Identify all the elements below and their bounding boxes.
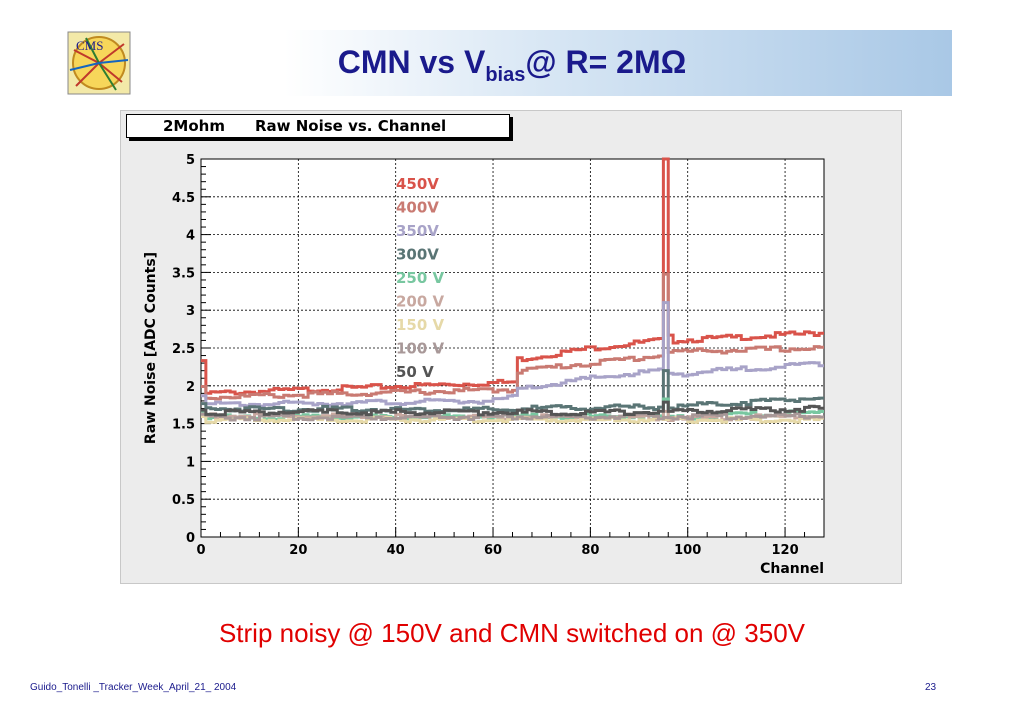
series-line-100v [201,412,824,422]
slide-caption: Strip noisy @ 150V and CMN switched on @… [218,618,806,648]
footer-author: Guido_Tonelli _Tracker_Week_April_21_ 20… [30,682,237,693]
legend-entry: 350V [396,222,439,240]
cms-logo-icon: CMS [67,31,131,95]
y-tick-label: 2 [186,380,195,395]
legend-entry: 400V [396,199,439,217]
series-line-450v [201,157,824,396]
legend-entry: 300V [396,246,439,264]
legend-entry: 50 V [396,363,434,381]
plot-canvas: 0 20 40 60 80 100 120 0 0.5 1 1.5 2 2.5 3 3.5 4 4.5 5 Chan… [120,110,902,584]
y-tick-label: 1 [186,455,195,470]
slide-title: CMN vs Vbias@ R= 2MΩ [0,44,1024,87]
x-tick-label: 100 [674,543,701,558]
legend-entry: 200 V [396,293,445,311]
y-tick-label: 0 [186,531,195,546]
y-tick-label: 3.5 [172,266,195,281]
y-tick-label: 1.5 [172,418,195,433]
page-number: 23 [925,682,937,693]
x-tick-label: 120 [771,543,798,558]
y-tick-label: 2.5 [172,342,195,357]
series-line-400v [201,272,824,401]
y-tick-label: 4.5 [172,191,195,206]
y-tick-label: 4 [186,229,195,244]
legend-entry: 100 V [396,340,445,358]
series-line-350v [201,301,824,408]
title-main: CMN vs V [337,44,486,80]
x-axis-label: Channel [760,561,824,577]
legend-entry: 450V [396,175,439,193]
x-tick-label: 60 [484,543,502,558]
title-bar [62,30,952,96]
series-line-50v [201,400,824,417]
stats-box-title: Raw Noise vs. Channel [255,117,447,135]
x-tick-label: 40 [387,543,405,558]
x-tick-label: 0 [196,543,205,558]
x-tick-label: 80 [581,543,599,558]
y-tick-label: 5 [186,153,195,168]
title-tail: @ R= 2MΩ [525,44,687,80]
title-subscript: bias [485,64,526,86]
stats-box-name: 2Mohm [163,117,225,135]
stats-box: 2Mohm Raw Noise vs. Channel [126,114,510,138]
plot-area [200,158,825,538]
legend-entry: 150 V [396,316,445,334]
chart-svg: 0 20 40 60 80 100 120 0 0.5 1 1.5 2 2.5 3 3.5 4 4.5 5 Chan… [143,153,825,577]
y-axis-label: Raw Noise [ADC Counts] [143,252,159,444]
legend-entry: 250 V [396,269,445,287]
y-tick-label: 0.5 [172,493,195,508]
x-tick-label: 20 [289,543,307,558]
y-tick-label: 3 [186,304,195,319]
logo-text: CMS [76,38,103,53]
